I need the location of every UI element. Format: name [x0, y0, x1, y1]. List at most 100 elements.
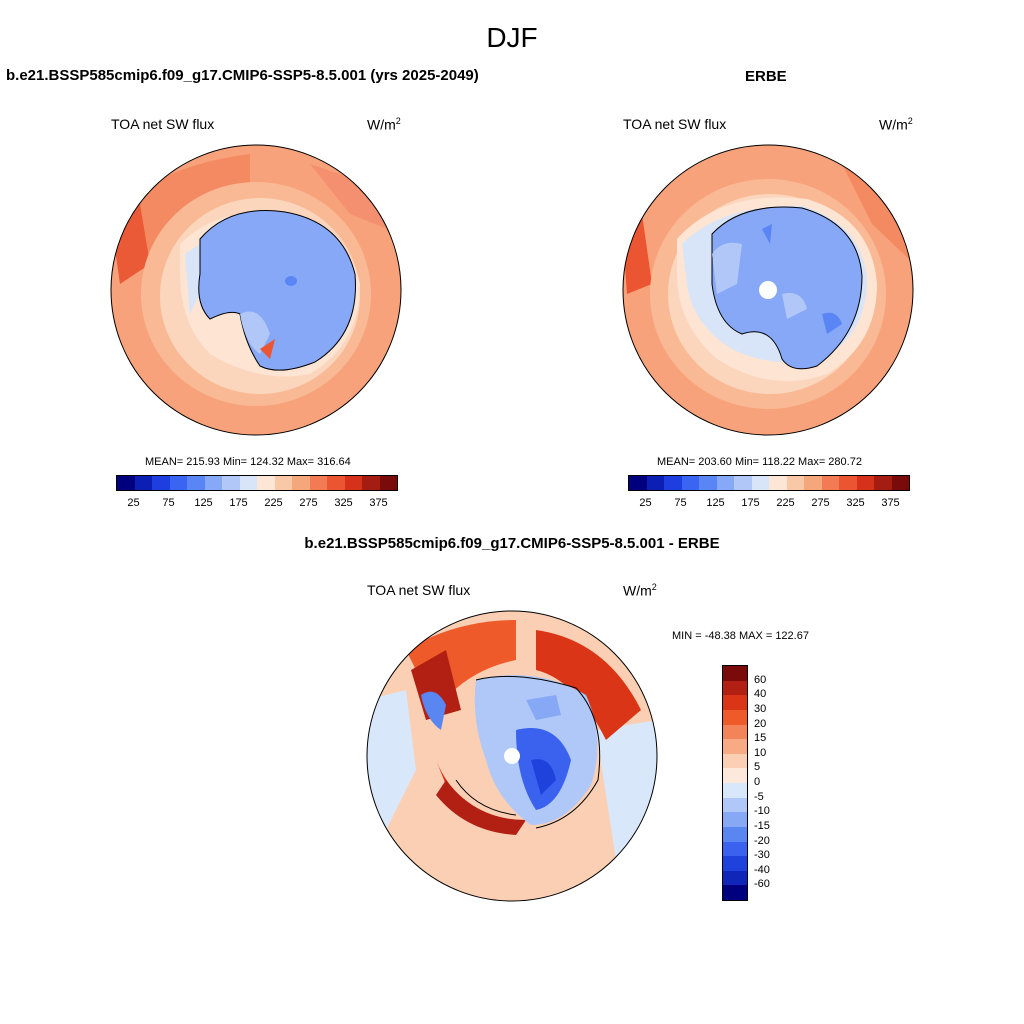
colorbar-swatch: [379, 476, 397, 490]
colorbar-tick-label: 75: [674, 497, 687, 509]
colorbar-swatch: [134, 476, 152, 490]
colorbar-tick-label: 375: [369, 497, 388, 509]
colorbar-swatch: [723, 709, 747, 725]
colorbar-swatch: [187, 476, 205, 490]
colorbar-swatch: [309, 476, 327, 490]
colorbar-swatch: [723, 870, 747, 886]
colorbar-tick-label: 325: [334, 497, 353, 509]
colorbar-swatch: [222, 476, 240, 490]
colorbar-swatch: [344, 476, 362, 490]
colorbar-swatch: [292, 476, 310, 490]
diff-colorbar: [722, 665, 748, 901]
colorbar-tick-label: 325: [846, 497, 865, 509]
colorbar-swatch: [891, 476, 909, 490]
colorbar-tick-label: 40: [754, 688, 767, 701]
colorbar-swatch: [327, 476, 345, 490]
colorbar-tick-label: 225: [264, 497, 283, 509]
colorbar-tick-label: 25: [639, 497, 652, 509]
colorbar-swatch: [723, 783, 747, 798]
diff-stats: MIN = -48.38 MAX = 122.67: [672, 630, 809, 642]
colorbar-tick-label: 75: [162, 497, 175, 509]
colorbar-tick-label: 25: [127, 497, 140, 509]
obs-polar-map: [622, 144, 914, 436]
colorbar-tick-label: -15: [754, 819, 770, 832]
colorbar-tick-label: 5: [754, 761, 761, 774]
colorbar-swatch: [839, 476, 857, 490]
colorbar-swatch: [874, 476, 892, 490]
colorbar-tick-label: 375: [881, 497, 900, 509]
model-variable-label: TOA net SW flux: [111, 116, 215, 132]
colorbar-tick-label: -5: [754, 790, 764, 803]
colorbar-tick-label: 125: [706, 497, 725, 509]
colorbar-swatch: [204, 476, 222, 490]
obs-colorbar-ticks: 25 75 125 175 225 275 325 375: [628, 497, 910, 511]
model-polar-map: [110, 144, 402, 436]
model-panel-title: b.e21.BSSP585cmip6.f09_g17.CMIP6-SSP5-8.…: [6, 67, 479, 84]
colorbar-tick-label: 275: [299, 497, 318, 509]
colorbar-swatch: [723, 695, 747, 710]
colorbar-swatch: [664, 476, 682, 490]
colorbar-swatch: [804, 476, 822, 490]
obs-stats: MEAN= 203.60 Min= 118.22 Max= 280.72: [657, 456, 862, 468]
colorbar-tick-label: -30: [754, 849, 770, 862]
colorbar-swatch: [723, 739, 747, 754]
colorbar-tick-label: -20: [754, 834, 770, 847]
colorbar-swatch: [169, 476, 187, 490]
colorbar-tick-label: 275: [811, 497, 830, 509]
colorbar-swatch: [723, 680, 747, 696]
colorbar-tick-label: 225: [776, 497, 795, 509]
colorbar-swatch: [681, 476, 699, 490]
colorbar-swatch: [786, 476, 804, 490]
colorbar-tick-label: 60: [754, 673, 767, 686]
colorbar-swatch: [257, 476, 275, 490]
colorbar-swatch: [723, 841, 747, 857]
colorbar-tick-label: 30: [754, 702, 767, 715]
colorbar-swatch: [723, 812, 747, 827]
colorbar-swatch: [723, 856, 747, 871]
colorbar-tick-label: -60: [754, 878, 770, 891]
model-colorbar-ticks: 25 75 125 175 225 275 325 375: [116, 497, 398, 511]
colorbar-swatch: [723, 768, 747, 783]
colorbar-tick-label: -40: [754, 863, 770, 876]
colorbar-tick-label: 175: [229, 497, 248, 509]
colorbar-swatch: [274, 476, 292, 490]
colorbar-swatch: [723, 885, 747, 900]
obs-colorbar: [628, 475, 910, 491]
obs-panel-title: ERBE: [745, 68, 787, 85]
colorbar-swatch: [716, 476, 734, 490]
diff-panel-title: b.e21.BSSP585cmip6.f09_g17.CMIP6-SSP5-8.…: [304, 535, 720, 552]
colorbar-swatch: [821, 476, 839, 490]
model-stats: MEAN= 215.93 Min= 124.32 Max= 316.64: [145, 456, 351, 468]
colorbar-tick-label: 125: [194, 497, 213, 509]
colorbar-swatch: [723, 826, 747, 842]
colorbar-swatch: [769, 476, 787, 490]
diff-variable-label: TOA net SW flux: [367, 582, 471, 598]
colorbar-swatch: [152, 476, 170, 490]
colorbar-swatch: [723, 666, 747, 681]
figure-title: DJF: [486, 22, 538, 53]
diff-units-label: W/m2: [623, 582, 657, 599]
colorbar-swatch: [117, 476, 135, 490]
colorbar-tick-label: 10: [754, 746, 767, 759]
colorbar-swatch: [751, 476, 769, 490]
colorbar-tick-label: 0: [754, 776, 761, 788]
colorbar-swatch: [362, 476, 380, 490]
colorbar-swatch: [239, 476, 257, 490]
model-colorbar: [116, 475, 398, 491]
diff-polar-map: [366, 610, 658, 902]
colorbar-swatch: [629, 476, 647, 490]
colorbar-tick-label: 20: [754, 717, 767, 730]
diff-colorbar-ticks: 60 40 30 20 15 10 5 0 -5 -10 -15 -20 -30 -40 -60: [754, 665, 794, 899]
colorbar-swatch: [734, 476, 752, 490]
colorbar-swatch: [646, 476, 664, 490]
colorbar-tick-label: 15: [754, 732, 767, 745]
colorbar-swatch: [723, 797, 747, 813]
colorbar-swatch: [699, 476, 717, 490]
colorbar-tick-label: 175: [741, 497, 760, 509]
obs-variable-label: TOA net SW flux: [623, 116, 727, 132]
colorbar-swatch: [723, 724, 747, 740]
obs-units-label: W/m2: [879, 116, 913, 133]
model-units-label: W/m2: [367, 116, 401, 133]
colorbar-tick-label: -10: [754, 805, 770, 818]
colorbar-swatch: [723, 753, 747, 769]
